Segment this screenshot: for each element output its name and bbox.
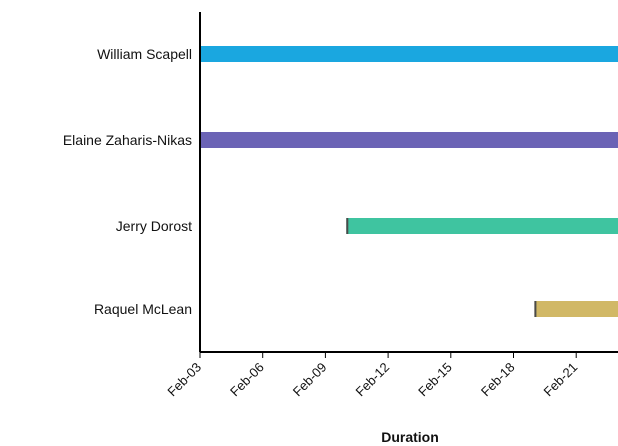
row-label-1: Elaine Zaharis-Nikas (63, 132, 192, 148)
x-tick-label-0: Feb-03 (164, 360, 204, 400)
x-tick-label-3: Feb-12 (352, 360, 392, 400)
bar-1 (200, 132, 618, 148)
x-tick-label-6: Feb-21 (541, 360, 581, 400)
bar-2 (346, 218, 618, 234)
row-label-2: Jerry Dorost (116, 218, 192, 234)
x-tick-label-4: Feb-15 (415, 360, 455, 400)
bars-layer (200, 46, 618, 317)
bar-start-marker-2 (346, 218, 349, 234)
bar-0 (200, 46, 618, 62)
row-label-0: William Scapell (97, 46, 192, 62)
bar-start-marker-3 (534, 301, 537, 317)
x-axis-title: Duration (381, 429, 439, 445)
row-label-3: Raquel McLean (94, 301, 192, 317)
row-labels-layer: William Scapell Elaine Zaharis-Nikas Jerry… (63, 46, 192, 317)
x-tick-label-1: Feb-06 (227, 360, 267, 400)
x-tick-label-5: Feb-18 (478, 360, 518, 400)
x-tick-label-2: Feb-09 (290, 360, 330, 400)
bar-3 (534, 301, 618, 317)
x-ticks-layer: Feb-03 Feb-06 Feb-09 Feb-12 Feb-15 Feb-18 Feb-… (164, 352, 580, 399)
